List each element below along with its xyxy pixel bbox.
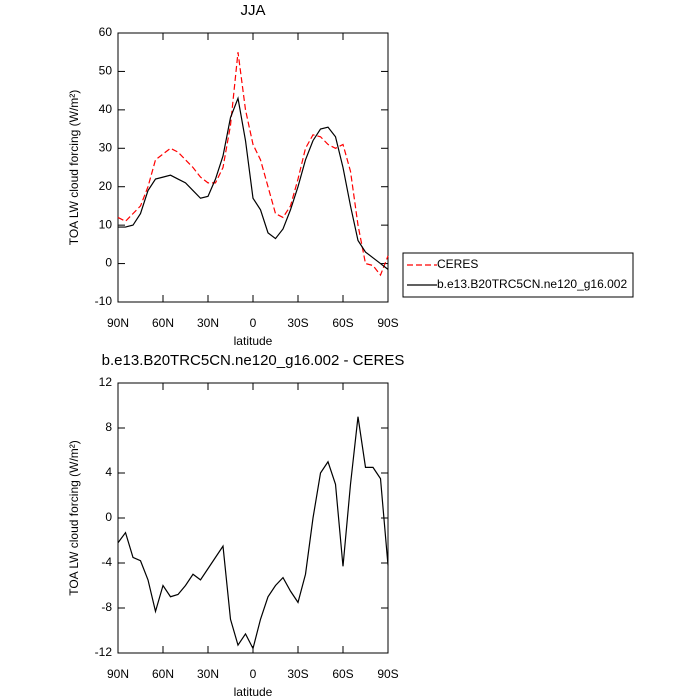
chart-title: JJA: [240, 2, 265, 19]
x-axis-label: latitude: [234, 334, 273, 348]
y-tick-label: 8: [105, 420, 112, 434]
y-tick-label: 60: [99, 25, 113, 39]
x-tick-label: 60S: [332, 667, 353, 681]
legend-label: CERES: [437, 257, 478, 271]
plot-frame: [117, 382, 389, 654]
data-line: [117, 52, 389, 277]
y-axis-label: TOA LW cloud forcing (W/m²): [67, 440, 81, 596]
x-axis-label: latitude: [234, 685, 273, 699]
data-line: [117, 416, 389, 651]
x-tick-label: 90N: [107, 667, 129, 681]
x-tick-label: 90N: [107, 316, 129, 330]
x-tick-label: 0: [250, 316, 257, 330]
y-tick-label: -4: [101, 555, 112, 569]
x-tick-label: 30N: [197, 316, 219, 330]
y-tick-label: -12: [95, 645, 113, 659]
plot-frame: [117, 32, 389, 303]
y-axis-label: TOA LW cloud forcing (W/m²): [67, 90, 81, 246]
y-tick-label: 30: [99, 140, 113, 154]
legend-label: b.e13.B20TRC5CN.ne120_g16.002: [437, 277, 627, 291]
y-tick-label: 4: [105, 465, 112, 479]
legend-box: [402, 252, 634, 298]
x-tick-label: 30N: [197, 667, 219, 681]
data-line: [118, 96, 389, 270]
y-tick-label: 10: [99, 217, 113, 231]
y-tick-label: 0: [105, 256, 112, 270]
x-tick-label: 60N: [152, 667, 174, 681]
x-tick-label: 60N: [152, 316, 174, 330]
y-tick-label: 12: [99, 375, 113, 389]
x-tick-label: 90S: [377, 316, 398, 330]
y-tick-label: 20: [99, 179, 113, 193]
y-tick-label: -10: [95, 294, 113, 308]
x-tick-label: 30S: [287, 667, 308, 681]
y-tick-label: 50: [99, 64, 113, 78]
chart-title: b.e13.B20TRC5CN.ne120_g16.002 - CERES: [102, 352, 405, 369]
y-tick-label: 40: [99, 102, 113, 116]
y-tick-label: -8: [101, 600, 112, 614]
x-tick-label: 30S: [287, 316, 308, 330]
y-tick-label: 0: [105, 510, 112, 524]
x-tick-label: 0: [250, 667, 257, 681]
x-tick-label: 90S: [377, 667, 398, 681]
x-tick-label: 60S: [332, 316, 353, 330]
